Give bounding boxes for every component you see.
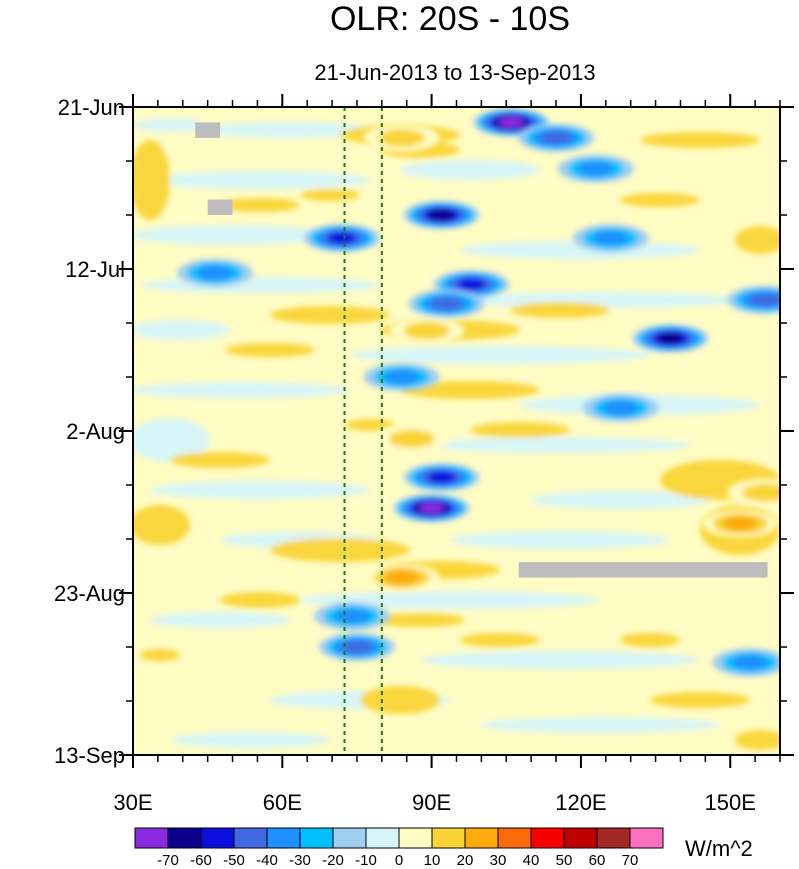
- colorbar-label: 60: [589, 852, 606, 869]
- colorbar-label: -60: [190, 852, 212, 869]
- colorbar-label: 40: [523, 852, 540, 869]
- olr-anomaly-features: [177, 108, 780, 677]
- colorbar-swatch: [299, 827, 334, 849]
- feature-2-contour: [428, 209, 455, 221]
- reference-lines: [343, 107, 383, 755]
- x-tick-label: 120E: [555, 790, 606, 815]
- feature-16-contour: [333, 608, 370, 624]
- feature-20-contour: [383, 570, 420, 585]
- feature-4-contour: [540, 131, 572, 145]
- y-tick-label: 21-Jun: [58, 95, 125, 120]
- feature-23-contour: [388, 429, 435, 448]
- missing-data-patch: [207, 199, 233, 215]
- colorbar-swatch: [530, 827, 565, 849]
- colorbar-label: 20: [457, 852, 474, 869]
- field-texture: [133, 118, 780, 750]
- colorbar-label: 30: [490, 852, 507, 869]
- chart-subtitle: 21-Jun-2013 to 13-Sep-2013: [314, 60, 595, 85]
- colorbar-label: -10: [355, 852, 377, 869]
- x-tick-label: 30E: [113, 790, 152, 815]
- feature-15-contour: [341, 640, 373, 654]
- colorbar-swatch: [464, 827, 499, 849]
- colorbar-swatch: [233, 827, 268, 849]
- colorbar-swatch: [365, 827, 400, 849]
- colorbar-swatch: [431, 827, 466, 849]
- feature-6-contour: [592, 230, 629, 246]
- feature-8-contour: [431, 297, 463, 311]
- plot-area: [133, 107, 780, 755]
- colorbar: -70 -60 -50 -40 -30 -20 -10 0 10 20 30 40 50 60 70: [134, 827, 664, 869]
- colorbar-swatch: [563, 827, 598, 849]
- feature-9-contour: [657, 332, 684, 345]
- colorbar-label: -30: [289, 852, 311, 869]
- feature-12-contour: [602, 400, 639, 416]
- colorbar-label: -50: [223, 852, 245, 869]
- feature-10-contour: [749, 293, 780, 307]
- feature-17-contour: [732, 655, 769, 670]
- colorbar-swatch: [134, 827, 169, 849]
- colorbar-label: 10: [424, 852, 441, 869]
- colorbar-swatch: [497, 827, 532, 849]
- feature-3-contour: [498, 117, 524, 128]
- colorbar-swatch: [332, 827, 367, 849]
- colorbar-unit: W/m^2: [685, 836, 753, 861]
- colorbar-label: -40: [256, 852, 278, 869]
- colorbar-swatch: [167, 827, 202, 849]
- feature-7-contour: [457, 278, 486, 291]
- colorbar-label: 50: [556, 852, 573, 869]
- colorbar-label: -20: [322, 852, 344, 869]
- missing-data-patch: [518, 562, 768, 578]
- colorbar-label: 0: [395, 852, 403, 869]
- feature-1-contour: [328, 232, 357, 245]
- colorbar-swatch: [266, 827, 301, 849]
- feature-18-contour: [742, 483, 780, 502]
- feature-5-contour: [577, 161, 614, 177]
- feature-11-contour: [383, 369, 420, 385]
- colorbar-swatch: [398, 827, 433, 849]
- feature-0-contour: [197, 265, 234, 281]
- x-tick-label: 90E: [412, 790, 451, 815]
- colorbar-swatch: [629, 827, 664, 849]
- colorbar-swatch: [596, 827, 631, 849]
- feature-21-contour: [403, 321, 450, 340]
- y-tick-label: 2-Aug: [66, 419, 125, 444]
- missing-data-patches: [195, 122, 768, 578]
- y-tick-label: 13-Sep: [54, 743, 125, 768]
- y-tick-label: 12-Jul: [65, 257, 125, 282]
- feature-19-contour: [722, 516, 759, 531]
- x-tick-label: 60E: [263, 790, 302, 815]
- y-tick-label: 23-Aug: [54, 581, 125, 606]
- feature-14-contour: [419, 502, 444, 514]
- x-tick-label: 150E: [705, 790, 756, 815]
- colorbar-label: -70: [157, 852, 179, 869]
- y-axis: 21-Jun 12-Jul 2-Aug 23-Aug 13-Sep: [54, 95, 794, 768]
- colorbar-label: 70: [622, 852, 639, 869]
- chart-title: OLR: 20S - 10S: [330, 0, 570, 38]
- x-axis: 30E 60E 90E 120E 150E: [113, 94, 781, 815]
- missing-data-patch: [195, 122, 221, 138]
- feature-22-contour: [378, 128, 425, 147]
- colorbar-swatch: [200, 827, 235, 849]
- feature-13-contour: [427, 471, 456, 484]
